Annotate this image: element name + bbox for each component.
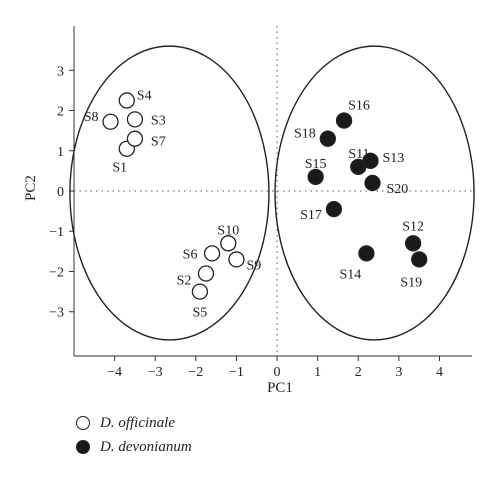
point-label-s14: S14: [340, 267, 362, 282]
point-label-s18: S18: [294, 127, 316, 142]
point-label-s1: S1: [112, 161, 127, 176]
legend-item-devonianum: D. devonianum: [76, 436, 192, 458]
point-label-s15: S15: [305, 157, 327, 172]
data-point-s17: [325, 200, 343, 218]
data-point-s7: [126, 130, 144, 147]
y-tick-label: −2: [49, 265, 64, 280]
data-point-s12: [404, 235, 422, 252]
y-tick-label: −1: [49, 225, 64, 240]
data-point-s6: [203, 245, 221, 262]
point-label-s2: S2: [177, 274, 192, 289]
y-axis-title: PC2: [23, 175, 39, 201]
point-label-s12: S12: [402, 219, 424, 234]
legend-label-devonianum: D. devonianum: [100, 438, 192, 455]
data-point-s20: [364, 174, 381, 192]
filled-circle-icon: [76, 440, 90, 454]
legend-item-officinale: D. officinale: [76, 412, 192, 434]
point-label-s10: S10: [217, 223, 239, 238]
y-tick-label: 3: [57, 64, 64, 79]
data-point-s13: [362, 152, 379, 169]
point-label-s20: S20: [387, 182, 409, 197]
point-label-s13: S13: [382, 151, 404, 166]
x-tick-label: −1: [229, 365, 244, 380]
pca-scatter-plot: −4 −3 −2 −1 0 1 2 3 4 −3 −2 −1 0 1 2 3 S1 S2 S3 S4 S5 S6 S7 S8…: [23, 26, 475, 396]
data-point-s5: [191, 283, 209, 300]
point-label-s3: S3: [151, 113, 166, 128]
group-ellipse-1: [69, 45, 270, 341]
x-tick-label: 4: [436, 365, 443, 380]
point-label-s11: S11: [348, 147, 369, 162]
data-point-s4: [118, 92, 135, 109]
reference-lines: [74, 26, 472, 356]
x-tick-label: 2: [355, 365, 362, 380]
point-label-s9: S9: [246, 258, 261, 273]
x-tick-label: −2: [188, 365, 203, 380]
x-tick-label: −4: [107, 365, 122, 380]
data-point-s8: [102, 113, 119, 130]
legend: D. officinale D. devonianum: [76, 412, 192, 460]
data-point-s10: [220, 235, 237, 252]
y-tick-label: −3: [49, 306, 64, 321]
point-label-s17: S17: [300, 208, 322, 223]
data-point-s16: [335, 112, 353, 129]
y-tick-label: 0: [57, 185, 64, 200]
group-ellipse-2: [274, 45, 475, 341]
x-tick-label: −3: [148, 365, 163, 380]
data-point-s2: [197, 265, 215, 282]
point-label-s4: S4: [137, 88, 152, 103]
x-axis-title: PC1: [267, 380, 293, 396]
point-label-s8: S8: [84, 110, 99, 125]
point-label-s16: S16: [348, 99, 370, 114]
axes: −4 −3 −2 −1 0 1 2 3 4 −3 −2 −1 0 1 2 3: [49, 26, 472, 380]
data-point-s3: [126, 111, 144, 128]
legend-label-officinale: D. officinale: [100, 414, 175, 431]
point-label-s6: S6: [183, 247, 198, 262]
y-tick-label: 2: [57, 105, 64, 120]
data-point-s18: [319, 130, 336, 147]
x-tick-label: 1: [314, 365, 321, 380]
x-tick-label: 0: [274, 365, 281, 380]
y-tick-label: 1: [57, 145, 64, 160]
data-point-s9: [228, 251, 245, 268]
data-point-s19: [411, 251, 428, 268]
open-circle-icon: [76, 416, 90, 430]
point-labels: S1 S2 S3 S4 S5 S6 S7 S8 S9 S10 S11 S12 S13 S14 S15 S16 S…: [84, 88, 424, 320]
confidence-ellipses: [69, 45, 475, 341]
point-label-s19: S19: [400, 275, 422, 290]
x-tick-label: 3: [395, 365, 402, 380]
point-label-s5: S5: [192, 306, 207, 321]
data-points: [102, 92, 428, 300]
point-label-s7: S7: [151, 135, 166, 150]
data-point-s15: [307, 168, 324, 186]
data-point-s14: [358, 245, 375, 262]
